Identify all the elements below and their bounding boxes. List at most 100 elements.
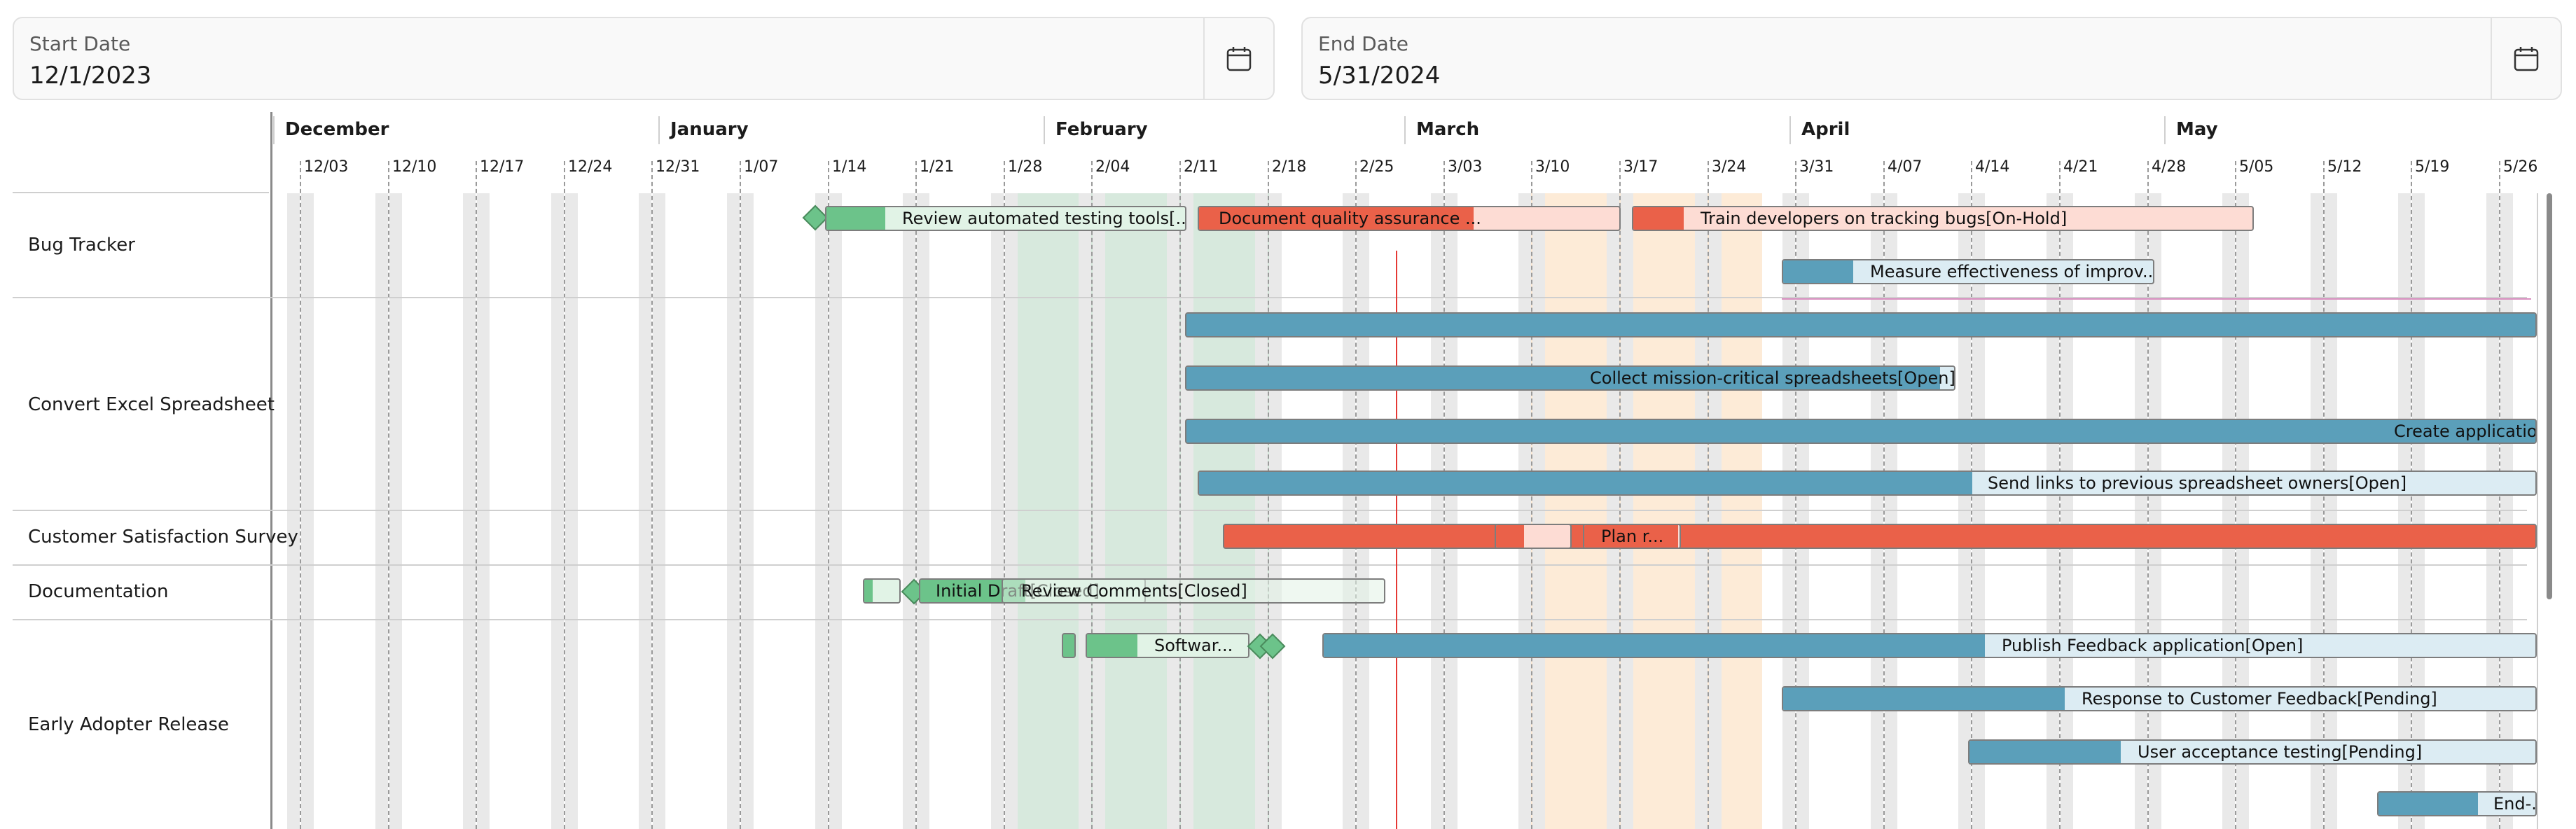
week-label: 1/14 — [832, 158, 867, 176]
week-label: 2/25 — [1359, 158, 1394, 176]
week-label: 12/31 — [656, 158, 700, 176]
row-divider — [13, 510, 2527, 511]
calendar-icon — [1226, 46, 1252, 71]
task-create-application[interactable]: Create application — [1185, 419, 2537, 444]
start-date-value[interactable]: 12/1/2023 — [29, 62, 152, 90]
end-date-value[interactable]: 5/31/2024 — [1318, 62, 1441, 90]
task-end[interactable]: End-... — [2377, 791, 2537, 816]
end-date-calendar-button[interactable] — [2491, 18, 2561, 99]
weekend-shade — [1621, 193, 1633, 829]
week-label: 5/12 — [2327, 158, 2362, 176]
task-publish-feedback[interactable]: Publish Feedback application[Open] — [1322, 633, 2537, 658]
weekend-shade — [903, 193, 915, 829]
highlight-band — [1017, 193, 1277, 829]
task-survey-sub[interactable] — [1495, 524, 1572, 549]
task-response-feedback[interactable]: Response to Customer Feedback[Pending] — [1782, 686, 2537, 711]
week-gridline — [915, 161, 917, 829]
week-gridline — [476, 161, 477, 829]
weekend-shade — [1445, 193, 1457, 829]
task-software[interactable]: Softwar... — [1086, 633, 1249, 658]
weekend-shade — [375, 193, 388, 829]
weekend-shade — [2325, 193, 2337, 829]
weekend-shade — [1958, 193, 1971, 829]
task-review-testing-tools[interactable]: Review automated testing tools[... — [825, 206, 1186, 231]
weekend-shade — [1709, 193, 1722, 829]
week-label: 12/10 — [392, 158, 437, 176]
weekend-shade — [2135, 193, 2147, 829]
weekend-shade — [639, 193, 651, 829]
end-date-picker[interactable]: End Date 5/31/2024 — [1301, 17, 2562, 100]
week-label: 2/11 — [1184, 158, 1219, 176]
gantt-chart: December January February March April May 12/… — [0, 112, 2576, 829]
week-label: 1/21 — [920, 158, 955, 176]
weekend-shade — [991, 193, 1004, 829]
row-label-customer-survey: Customer Satisfaction Survey — [28, 527, 298, 548]
week-label: 4/28 — [2152, 158, 2187, 176]
week-gridline — [1091, 161, 1093, 829]
vertical-scrollbar[interactable] — [2547, 193, 2552, 599]
task-send-links[interactable]: Send links to previous spreadsheet owner… — [1198, 471, 2537, 496]
weekend-shade — [2149, 193, 2161, 829]
task-measure-effectiveness[interactable]: Measure effectiveness of improv... — [1782, 259, 2154, 284]
weekend-shade — [1695, 193, 1708, 829]
weekend-shade — [1871, 193, 1883, 829]
weekend-shade — [1885, 193, 1897, 829]
week-label: 4/14 — [1975, 158, 2010, 176]
chart-right-border — [2537, 193, 2538, 829]
week-gridline — [388, 161, 389, 829]
task-survey-main[interactable] — [1223, 524, 2537, 549]
weekend-shade — [2486, 193, 2499, 829]
weekend-shade — [741, 193, 754, 829]
task-plan-r[interactable]: Plan r... — [1583, 524, 1681, 549]
month-divider — [1404, 116, 1406, 144]
week-label: 3/24 — [1712, 158, 1747, 176]
weekend-shade — [1607, 193, 1619, 829]
task-initial-draft-stub[interactable] — [863, 578, 901, 604]
month-label: January — [670, 119, 749, 140]
weekend-shade — [565, 193, 578, 829]
month-divider — [273, 116, 275, 144]
start-date-picker[interactable]: Start Date 12/1/2023 — [13, 17, 1275, 100]
weekend-shade — [815, 193, 828, 829]
month-label: April — [1801, 119, 1850, 140]
weekend-shade — [2398, 193, 2411, 829]
end-date-label: End Date — [1318, 32, 1409, 55]
weekend-shade — [1518, 193, 1531, 829]
week-label: 3/03 — [1448, 158, 1483, 176]
weekend-shade — [2311, 193, 2323, 829]
weekend-shade — [653, 193, 665, 829]
gantt-splitter[interactable] — [270, 112, 272, 829]
weekend-shade — [551, 193, 564, 829]
weekend-shade — [2047, 193, 2059, 829]
month-label: March — [1416, 119, 1480, 140]
weekend-shade — [2236, 193, 2249, 829]
weekend-shade — [287, 193, 300, 829]
week-gridline — [300, 161, 301, 829]
weekend-shade — [1532, 193, 1545, 829]
weekend-shade — [2222, 193, 2235, 829]
task-collect-spreadsheets[interactable]: Collect mission-critical spreadsheets[Op… — [1185, 365, 1955, 391]
weekend-shade — [917, 193, 929, 829]
weekend-shade — [1093, 193, 1105, 829]
weekend-shade — [389, 193, 402, 829]
task-early-stub[interactable] — [1062, 633, 1076, 658]
month-divider — [1044, 116, 1045, 144]
weekend-shade — [1269, 193, 1282, 829]
task-user-acceptance[interactable]: User acceptance testing[Pending] — [1968, 739, 2537, 765]
weekend-shade — [301, 193, 314, 829]
weekend-shade — [1972, 193, 1985, 829]
week-label: 5/19 — [2415, 158, 2450, 176]
task-train-devs[interactable]: Train developers on tracking bugs[On-Hol… — [1632, 206, 2254, 231]
week-label: 4/21 — [2063, 158, 2098, 176]
week-gridline — [1004, 161, 1005, 829]
row-divider — [13, 564, 2527, 566]
calendar-icon — [2514, 46, 2539, 71]
month-label: February — [1055, 119, 1148, 140]
task-convert-main[interactable] — [1185, 312, 2537, 337]
month-divider — [1789, 116, 1791, 144]
row-label-documentation: Documentation — [28, 581, 169, 602]
task-review-comments[interactable]: Review Comments[Closed] — [1002, 578, 1385, 604]
start-date-calendar-button[interactable] — [1203, 18, 1273, 99]
task-document-qa[interactable]: Document quality assurance ... — [1198, 206, 1621, 231]
week-label: 3/17 — [1623, 158, 1659, 176]
